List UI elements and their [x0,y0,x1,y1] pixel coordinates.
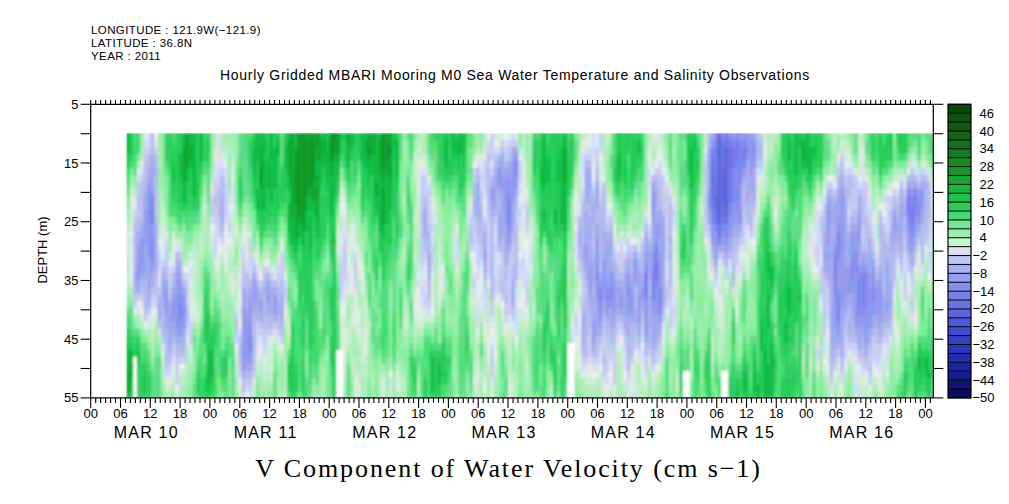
svg-text:45: 45 [64,332,78,347]
svg-text:06: 06 [471,406,485,421]
svg-text:00: 00 [322,406,336,421]
svg-text:12: 12 [859,406,873,421]
svg-text:06: 06 [113,406,127,421]
svg-text:MAR 16: MAR 16 [829,424,894,441]
svg-text:18: 18 [292,406,306,421]
svg-text:DEPTH (m): DEPTH (m) [35,216,50,283]
svg-text:−8: −8 [973,266,988,281]
svg-text:06: 06 [352,406,366,421]
svg-text:12: 12 [739,406,753,421]
svg-text:YEAR : 2011: YEAR : 2011 [91,50,161,62]
svg-text:18: 18 [769,406,783,421]
svg-text:55: 55 [64,390,78,405]
svg-text:MAR 10: MAR 10 [114,424,179,441]
svg-text:4: 4 [980,230,987,245]
svg-text:−38: −38 [973,355,995,370]
svg-text:06: 06 [233,406,247,421]
svg-text:15: 15 [64,156,78,171]
svg-text:00: 00 [560,406,574,421]
svg-text:12: 12 [143,406,157,421]
svg-text:LATITUDE : 36.8N: LATITUDE : 36.8N [91,37,192,49]
svg-text:5: 5 [71,97,78,112]
svg-text:MAR 14: MAR 14 [591,424,656,441]
svg-text:MAR 13: MAR 13 [472,424,537,441]
svg-text:18: 18 [888,406,902,421]
svg-text:35: 35 [64,273,78,288]
svg-text:−32: −32 [973,337,995,352]
svg-text:18: 18 [411,406,425,421]
svg-text:25: 25 [64,214,78,229]
svg-text:06: 06 [829,406,843,421]
svg-text:12: 12 [262,406,276,421]
svg-text:V Component of Water Velocity: V Component of Water Velocity (cm s−1) [255,454,761,483]
svg-text:18: 18 [531,406,545,421]
svg-text:−2: −2 [973,248,988,263]
svg-text:18: 18 [173,406,187,421]
svg-text:18: 18 [650,406,664,421]
svg-text:MAR 11: MAR 11 [234,424,298,441]
svg-text:−44: −44 [973,373,995,388]
svg-text:46: 46 [980,106,994,121]
svg-text:06: 06 [709,406,723,421]
svg-text:12: 12 [382,406,396,421]
svg-text:00: 00 [441,406,455,421]
svg-text:06: 06 [590,406,604,421]
svg-text:12: 12 [620,406,634,421]
svg-text:00: 00 [680,406,694,421]
svg-text:Hourly Gridded MBARI Mooring M: Hourly Gridded MBARI Mooring M0 Sea Wate… [220,67,810,83]
svg-text:40: 40 [980,124,994,139]
svg-text:−14: −14 [973,284,995,299]
svg-text:12: 12 [501,406,515,421]
svg-text:−26: −26 [973,319,995,334]
svg-text:−50: −50 [973,390,995,405]
svg-text:00: 00 [203,406,217,421]
svg-text:MAR 15: MAR 15 [710,424,775,441]
svg-text:00: 00 [83,406,97,421]
svg-text:16: 16 [980,195,994,210]
svg-text:28: 28 [980,159,994,174]
svg-text:MAR 12: MAR 12 [352,424,417,441]
svg-text:34: 34 [980,141,994,156]
svg-text:−20: −20 [973,301,995,316]
svg-text:00: 00 [799,406,813,421]
svg-text:22: 22 [980,177,994,192]
svg-text:00: 00 [918,406,932,421]
svg-text:LONGITUDE : 121.9W(−121.9): LONGITUDE : 121.9W(−121.9) [91,24,261,36]
svg-text:10: 10 [980,213,994,228]
